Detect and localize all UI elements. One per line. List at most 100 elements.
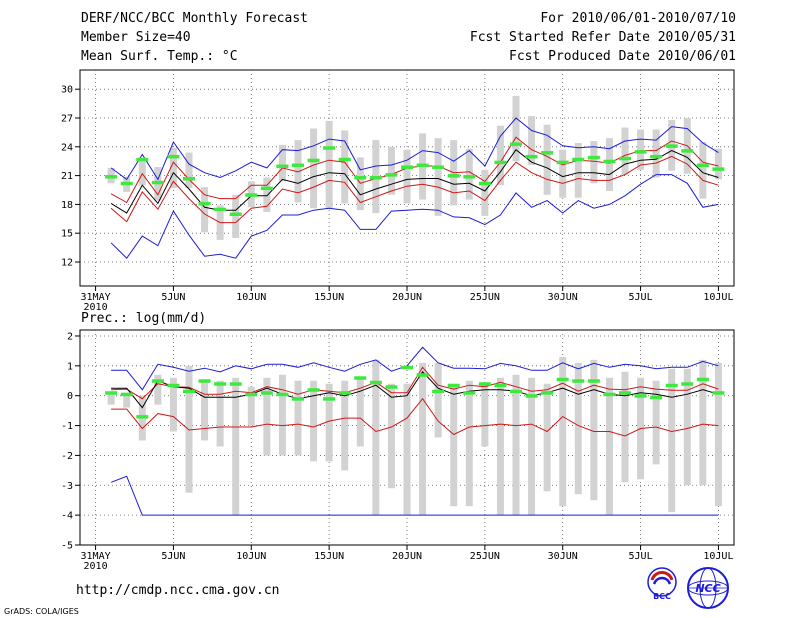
temp-observed-marker xyxy=(603,159,616,164)
prec-y-tick-label: -1 xyxy=(61,421,73,432)
temp-x-tick-label: 15JUN xyxy=(314,292,344,303)
prec-observed-marker xyxy=(323,397,336,401)
prec-range-bar xyxy=(528,377,536,516)
temp-series-lower xyxy=(110,155,719,224)
prec-observed-marker xyxy=(385,385,398,389)
prec-observed-marker xyxy=(650,395,663,400)
temp-observed-marker xyxy=(525,154,538,159)
temp-range-bar xyxy=(481,169,489,216)
prec-observed-marker xyxy=(587,379,600,383)
temp-range-bar xyxy=(263,177,271,213)
temp-x-tick-label: 31MAY xyxy=(81,292,111,303)
prec-observed-marker xyxy=(183,389,195,394)
prec-range-bar xyxy=(201,380,209,441)
prec-range-bar xyxy=(247,386,255,426)
precip-panel-label: Prec.: log(mm/d) xyxy=(81,311,206,326)
temp-observed-marker xyxy=(401,165,413,169)
prec-observed-marker xyxy=(151,379,164,383)
temp-observed-marker xyxy=(447,174,460,178)
prec-observed-marker xyxy=(214,382,227,386)
prec-range-bar xyxy=(154,374,162,405)
temp-range-bar xyxy=(590,141,598,184)
prec-range-bar xyxy=(216,380,224,447)
temp-observed-marker xyxy=(478,181,491,186)
prec-range-bar xyxy=(403,383,411,516)
prec-range-bar xyxy=(169,377,177,432)
temp-observed-marker xyxy=(556,160,569,165)
prec-observed-marker xyxy=(681,382,694,386)
website-url[interactable]: http://cmdp.ncc.cma.gov.cn xyxy=(76,583,280,598)
temp-observed-marker xyxy=(494,160,507,165)
temp-range-bar xyxy=(185,152,193,189)
temp-y-tick-label: 15 xyxy=(61,229,73,240)
temp-range-bar xyxy=(637,129,645,170)
prec-range-bar xyxy=(185,365,193,493)
fcst-started-label: Fcst Started Refer Date 2010/05/31 xyxy=(470,30,736,45)
prec-range-bar xyxy=(450,383,458,507)
forecast-period-label: For 2010/06/01-2010/07/10 xyxy=(540,11,736,26)
temp-series-min xyxy=(110,174,719,259)
temp-observed-marker xyxy=(229,212,242,216)
temp-observed-marker xyxy=(260,186,273,191)
variable-label: Mean Surf. Temp.: °C xyxy=(81,49,238,64)
temp-series-max xyxy=(110,117,719,181)
prec-observed-marker xyxy=(136,415,149,419)
prec-observed-marker xyxy=(665,383,678,388)
temp-observed-marker xyxy=(354,176,367,180)
temp-observed-marker xyxy=(198,201,211,206)
temp-y-tick-label: 27 xyxy=(61,114,73,125)
temp-y-tick-label: 24 xyxy=(61,142,73,153)
prec-observed-marker xyxy=(556,377,569,382)
prec-range-bar xyxy=(559,356,567,507)
prec-observed-marker xyxy=(510,389,522,394)
bcc-logo-text: BCC xyxy=(653,592,671,601)
prec-y-tick-label: 0 xyxy=(67,391,73,402)
temp-range-bar xyxy=(325,120,333,209)
prec-series-lower xyxy=(111,397,719,437)
prec-x-tick-label: 25JUN xyxy=(470,551,500,562)
prec-observed-marker xyxy=(478,382,491,386)
prec-range-bar xyxy=(574,362,582,495)
temp-x-tick-label: 5JUL xyxy=(629,292,653,303)
prec-y-tick-label: -2 xyxy=(61,451,73,462)
temp-x-tick-label: 10JUN xyxy=(236,292,266,303)
prec-range-bar xyxy=(356,377,364,447)
prec-observed-marker xyxy=(572,379,585,383)
prec-range-bar xyxy=(310,380,318,462)
temp-observed-marker xyxy=(183,176,195,181)
temp-range-bar xyxy=(699,142,707,199)
prec-observed-marker xyxy=(338,391,351,395)
prec-y-tick-label: -4 xyxy=(61,511,73,522)
prec-range-bar xyxy=(465,380,473,507)
prec-x-tick-label: 31MAY xyxy=(81,551,111,562)
prec-observed-marker xyxy=(416,373,429,377)
prec-range-bar xyxy=(652,380,660,465)
temp-observed-marker xyxy=(510,142,522,146)
prec-observed-marker xyxy=(229,382,242,386)
prec-range-bar xyxy=(123,392,131,408)
prec-observed-marker xyxy=(245,392,258,397)
prec-observed-marker xyxy=(260,391,273,395)
temp-observed-marker xyxy=(432,165,445,169)
temp-range-bar xyxy=(574,142,582,198)
prec-observed-marker xyxy=(432,389,445,394)
prec-observed-marker xyxy=(292,397,304,401)
temp-range-bar xyxy=(169,147,177,189)
temp-x-tick-year: 2010 xyxy=(84,302,108,313)
prec-x-tick-year: 2010 xyxy=(84,561,108,572)
prec-range-bar xyxy=(543,383,551,492)
temp-observed-marker xyxy=(619,156,631,161)
prec-observed-marker xyxy=(354,376,367,380)
temp-x-tick-label: 10JUL xyxy=(703,292,733,303)
prec-range-bar xyxy=(699,359,707,486)
temp-range-bar xyxy=(403,149,411,204)
temp-range-bar xyxy=(434,138,442,216)
temp-observed-marker xyxy=(245,193,258,197)
temp-range-bar xyxy=(138,158,146,186)
prec-x-tick-label: 10JUN xyxy=(236,551,266,562)
ncc-logo-text: NCC xyxy=(695,582,720,595)
temp-x-tick-label: 5JUN xyxy=(161,292,185,303)
temp-range-bar xyxy=(714,148,722,180)
prec-observed-marker xyxy=(712,391,725,395)
